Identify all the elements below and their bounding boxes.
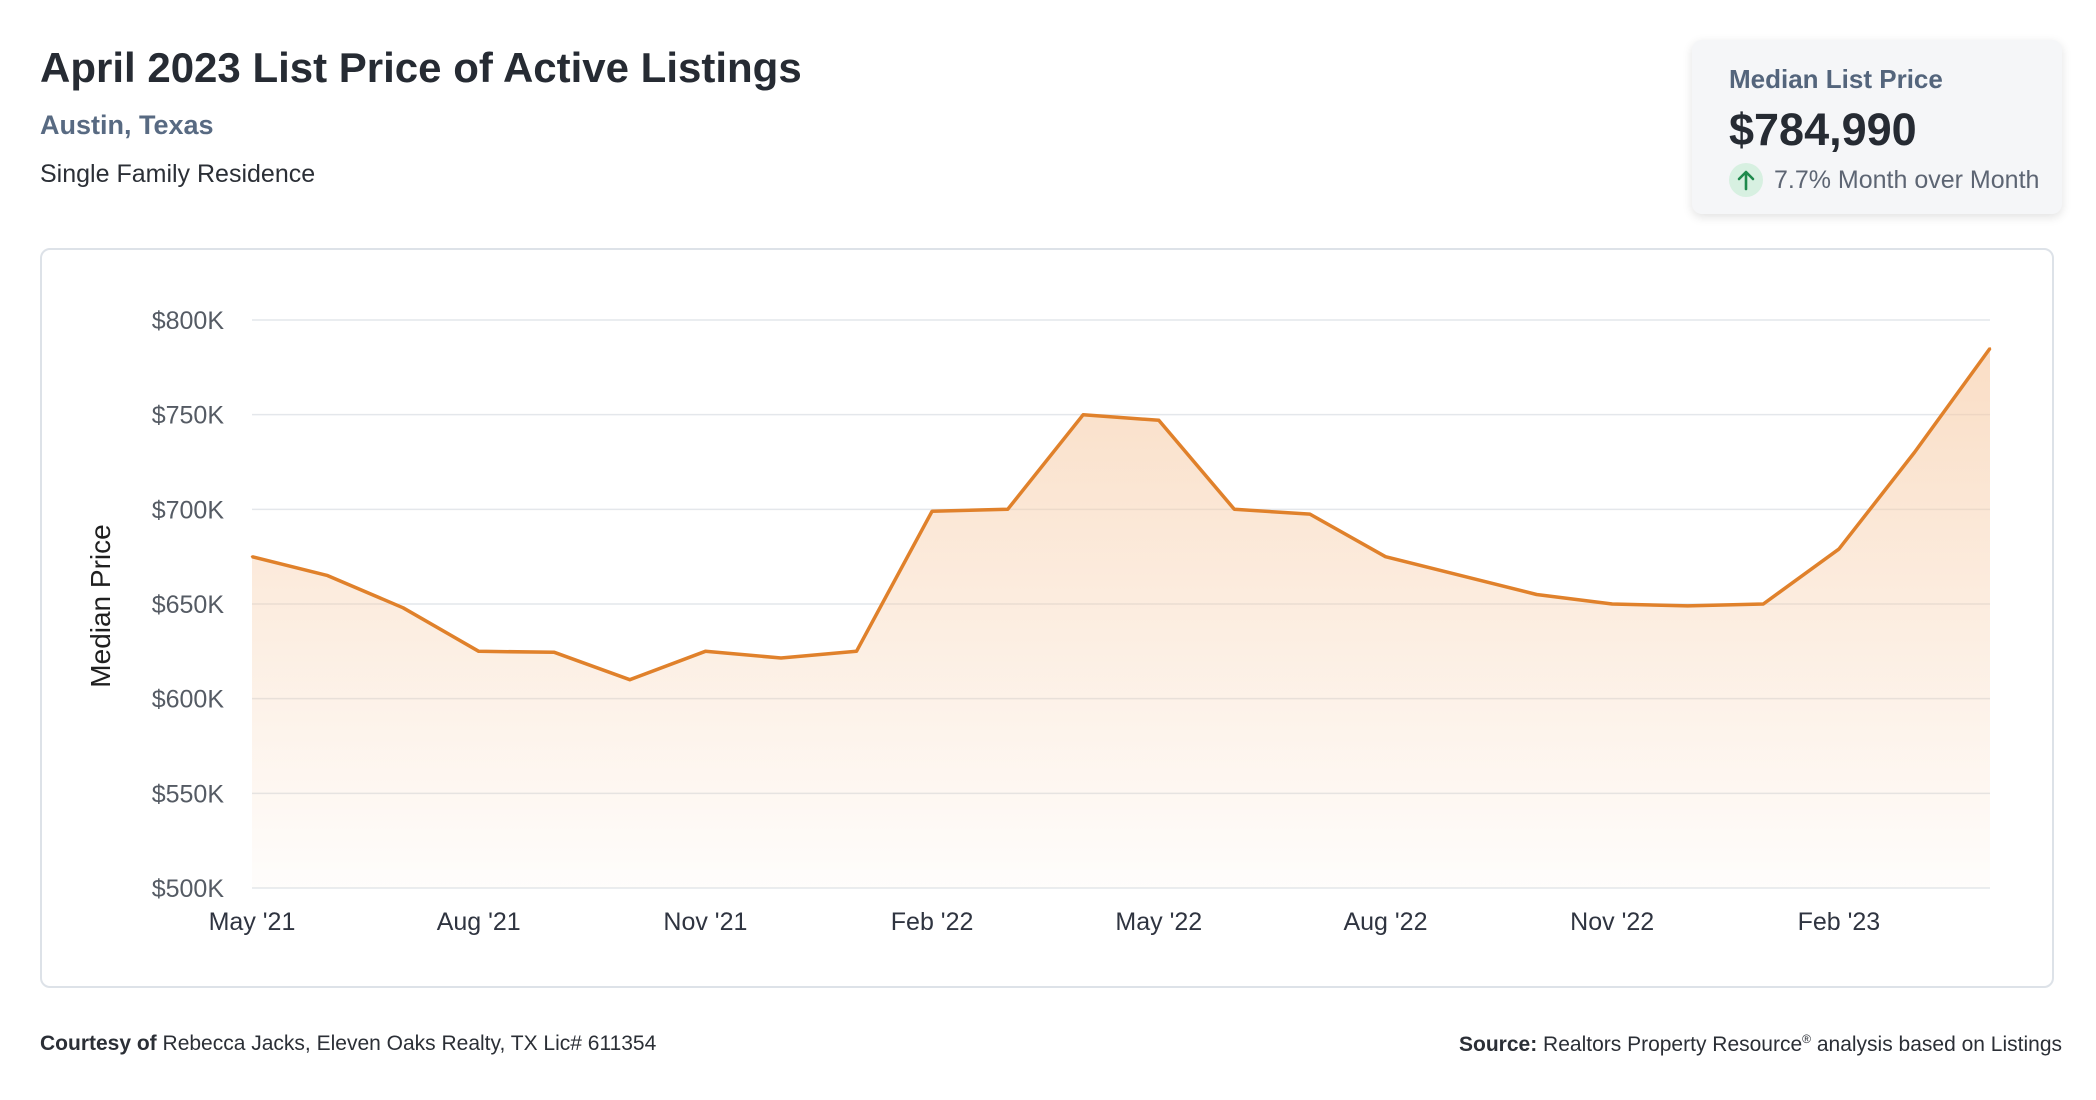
x-tick-label: Aug '22 [1343, 908, 1427, 936]
x-tick-label: Nov '22 [1570, 908, 1654, 936]
data-point[interactable] [930, 510, 934, 513]
stat-value: $784,990 [1729, 104, 1917, 155]
x-tick-label: Feb '22 [891, 908, 974, 936]
data-point[interactable] [1157, 419, 1160, 422]
page-title: April 2023 List Price of Active Listings [40, 44, 802, 91]
data-point[interactable] [1006, 508, 1009, 511]
data-point[interactable] [855, 650, 858, 653]
median-price-card: Median List Price $784,990 7.7% Month ov… [1692, 40, 2062, 214]
data-point[interactable] [1308, 512, 1312, 516]
y-axis-label: Median Price [85, 524, 116, 687]
x-tick-label: Nov '21 [663, 908, 747, 936]
source-label: Source: [1459, 1033, 1538, 1056]
data-point[interactable] [1233, 508, 1236, 511]
data-point[interactable] [1762, 602, 1765, 606]
data-point[interactable] [1988, 347, 1992, 350]
x-tick-label: May '22 [1115, 908, 1202, 936]
change-text: 7.7% Month over Month [1774, 165, 2040, 194]
y-tick-label: $750K [152, 402, 225, 430]
data-point[interactable] [553, 651, 556, 654]
property-type: Single Family Residence [40, 160, 316, 188]
data-point[interactable] [1837, 547, 1841, 551]
data-point[interactable] [1082, 413, 1085, 416]
data-point[interactable] [250, 555, 254, 558]
source-suffix: analysis based on Listings [1816, 1033, 2062, 1056]
footer-courtesy: Courtesy of Rebecca Jacks, Eleven Oaks R… [40, 1032, 656, 1056]
y-tick-label: $500K [152, 875, 225, 903]
courtesy-label: Courtesy of [40, 1032, 157, 1055]
courtesy-text: Rebecca Jacks, Eleven Oaks Realty, TX Li… [162, 1032, 657, 1055]
x-tick-label: Aug '21 [437, 908, 521, 936]
location-subtitle: Austin, Texas [40, 110, 214, 140]
data-point[interactable] [401, 606, 405, 609]
data-point[interactable] [1535, 593, 1538, 596]
y-tick-label: $550K [152, 780, 225, 808]
source-text: Realtors Property Resource [1543, 1033, 1803, 1056]
series-line [251, 347, 1992, 682]
data-point[interactable] [1686, 604, 1689, 608]
data-point[interactable] [1610, 602, 1614, 606]
y-tick-label: $700K [152, 496, 225, 524]
data-point[interactable] [1913, 451, 1916, 454]
footer-source: Source: Realtors Property Resource® anal… [1459, 1032, 2062, 1057]
data-point[interactable] [1384, 555, 1387, 558]
y-tick-label: $600K [152, 686, 225, 714]
stat-change: 7.7% Month over Month [1729, 162, 2039, 198]
y-tick-label: $800K [152, 307, 225, 335]
arrow-up-icon [1729, 163, 1763, 197]
data-point[interactable] [1459, 574, 1463, 577]
y-tick-label: $650K [152, 591, 225, 619]
data-point[interactable] [628, 678, 632, 681]
stat-label: Median List Price [1729, 64, 1943, 94]
chart-container: $800K $750K $700K $650K $600K $550K $500K May … [40, 248, 2054, 988]
series-area [252, 348, 1990, 888]
x-tick-label: May '21 [209, 908, 296, 936]
x-tick-label: Feb '23 [1798, 908, 1881, 936]
data-point[interactable] [326, 574, 329, 577]
registered-mark: ® [1802, 1032, 1811, 1046]
data-point[interactable] [477, 650, 480, 653]
data-point[interactable] [704, 650, 707, 653]
line-chart: $800K $750K $700K $650K $600K $550K $500K May … [85, 307, 1992, 936]
data-point[interactable] [779, 656, 783, 660]
